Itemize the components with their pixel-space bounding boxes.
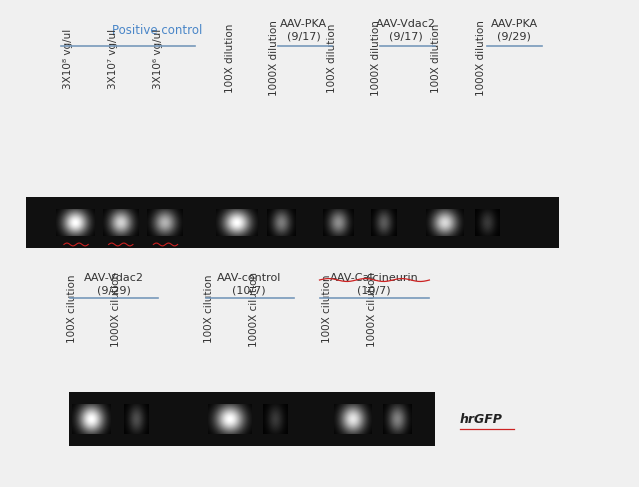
Text: 1000X cilution: 1000X cilution xyxy=(249,272,259,347)
Text: 1000X cilution: 1000X cilution xyxy=(111,272,121,347)
Text: 3X10⁸ vg/ul: 3X10⁸ vg/ul xyxy=(63,28,73,89)
Text: AAV-Calcineurin
(10/7): AAV-Calcineurin (10/7) xyxy=(330,273,418,295)
Text: 100X cilution: 100X cilution xyxy=(322,275,332,343)
Text: hrGFP: hrGFP xyxy=(460,413,503,426)
Text: AAV-Vdac2
(9/29): AAV-Vdac2 (9/29) xyxy=(84,273,144,295)
Text: 100X dilution: 100X dilution xyxy=(431,24,441,93)
Bar xyxy=(69,392,435,446)
Text: Positive control: Positive control xyxy=(112,24,202,37)
Text: AAV-PKA
(9/29): AAV-PKA (9/29) xyxy=(491,19,538,42)
Text: 1000X dilution: 1000X dilution xyxy=(475,20,486,96)
Text: 100X cilution: 100X cilution xyxy=(204,275,214,343)
Text: 3X10⁷ vg/ul: 3X10⁷ vg/ul xyxy=(108,28,118,89)
Text: 3X10⁶ vg/ul: 3X10⁶ vg/ul xyxy=(153,28,163,89)
Text: 100X dilution: 100X dilution xyxy=(224,24,235,93)
Text: 1000X dilution: 1000X dilution xyxy=(371,20,381,96)
Text: 100X dilution: 100X dilution xyxy=(327,24,337,93)
Text: 1000X cilution: 1000X cilution xyxy=(367,272,377,347)
Text: AAV-Vdac2
(9/17): AAV-Vdac2 (9/17) xyxy=(376,19,436,42)
Text: AAV-PKA
(9/17): AAV-PKA (9/17) xyxy=(280,19,327,42)
Text: AAV-control
(10/7): AAV-control (10/7) xyxy=(217,273,281,295)
Bar xyxy=(26,197,559,248)
Text: 100X cilution: 100X cilution xyxy=(66,275,77,343)
Text: 1000X dilution: 1000X dilution xyxy=(269,20,279,96)
